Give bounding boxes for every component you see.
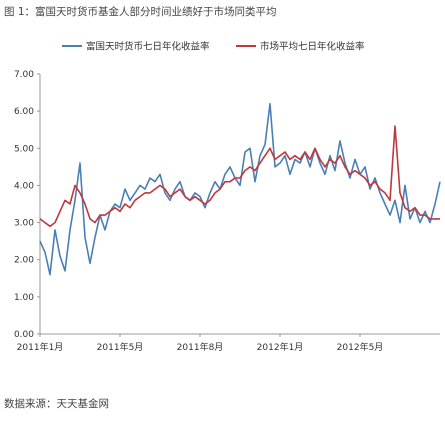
series-lines: [39, 102, 441, 276]
x-tick-label: 2011年8月: [177, 341, 224, 353]
chart-title: 图 1：富国天时货币基金人部分时间业绩好于市场同类平均: [4, 6, 277, 18]
legend: 富国天时货币七日年化收益率 市场平均七日年化收益率: [62, 41, 365, 53]
y-tick-label: 0.00: [14, 330, 34, 340]
source-note: 数据来源：天天基金网: [4, 398, 109, 410]
y-tick-label: 1.00: [14, 293, 34, 303]
line-chart: 0.00 1.00 2.00 3.00 4.00 5.00 6.00 7.00 2011年1月…: [14, 41, 441, 353]
y-tick-label: 5.00: [14, 144, 34, 154]
x-tick-labels: 2011年1月 2011年5月 2011年8月 2012年1月 2012年5月: [17, 334, 384, 353]
series-line-2: [39, 125, 440, 228]
legend-label: 市场平均七日年化收益率: [260, 41, 365, 53]
y-tick-label: 4.00: [14, 181, 34, 191]
legend-label: 富国天时货币七日年化收益率: [86, 41, 210, 53]
x-tick-label: 2011年5月: [97, 341, 144, 353]
y-tick-labels: 0.00 1.00 2.00 3.00 4.00 5.00 6.00 7.00: [14, 70, 40, 340]
y-tick-label: 3.00: [14, 219, 34, 229]
y-tick-label: 7.00: [14, 70, 34, 80]
x-tick-label: 2011年1月: [17, 341, 64, 353]
series-line-1: [39, 102, 441, 276]
x-tick-label: 2012年1月: [257, 341, 304, 353]
y-tick-label: 2.00: [14, 256, 34, 266]
x-tick-label: 2012年5月: [337, 341, 384, 353]
y-tick-label: 6.00: [14, 107, 34, 117]
